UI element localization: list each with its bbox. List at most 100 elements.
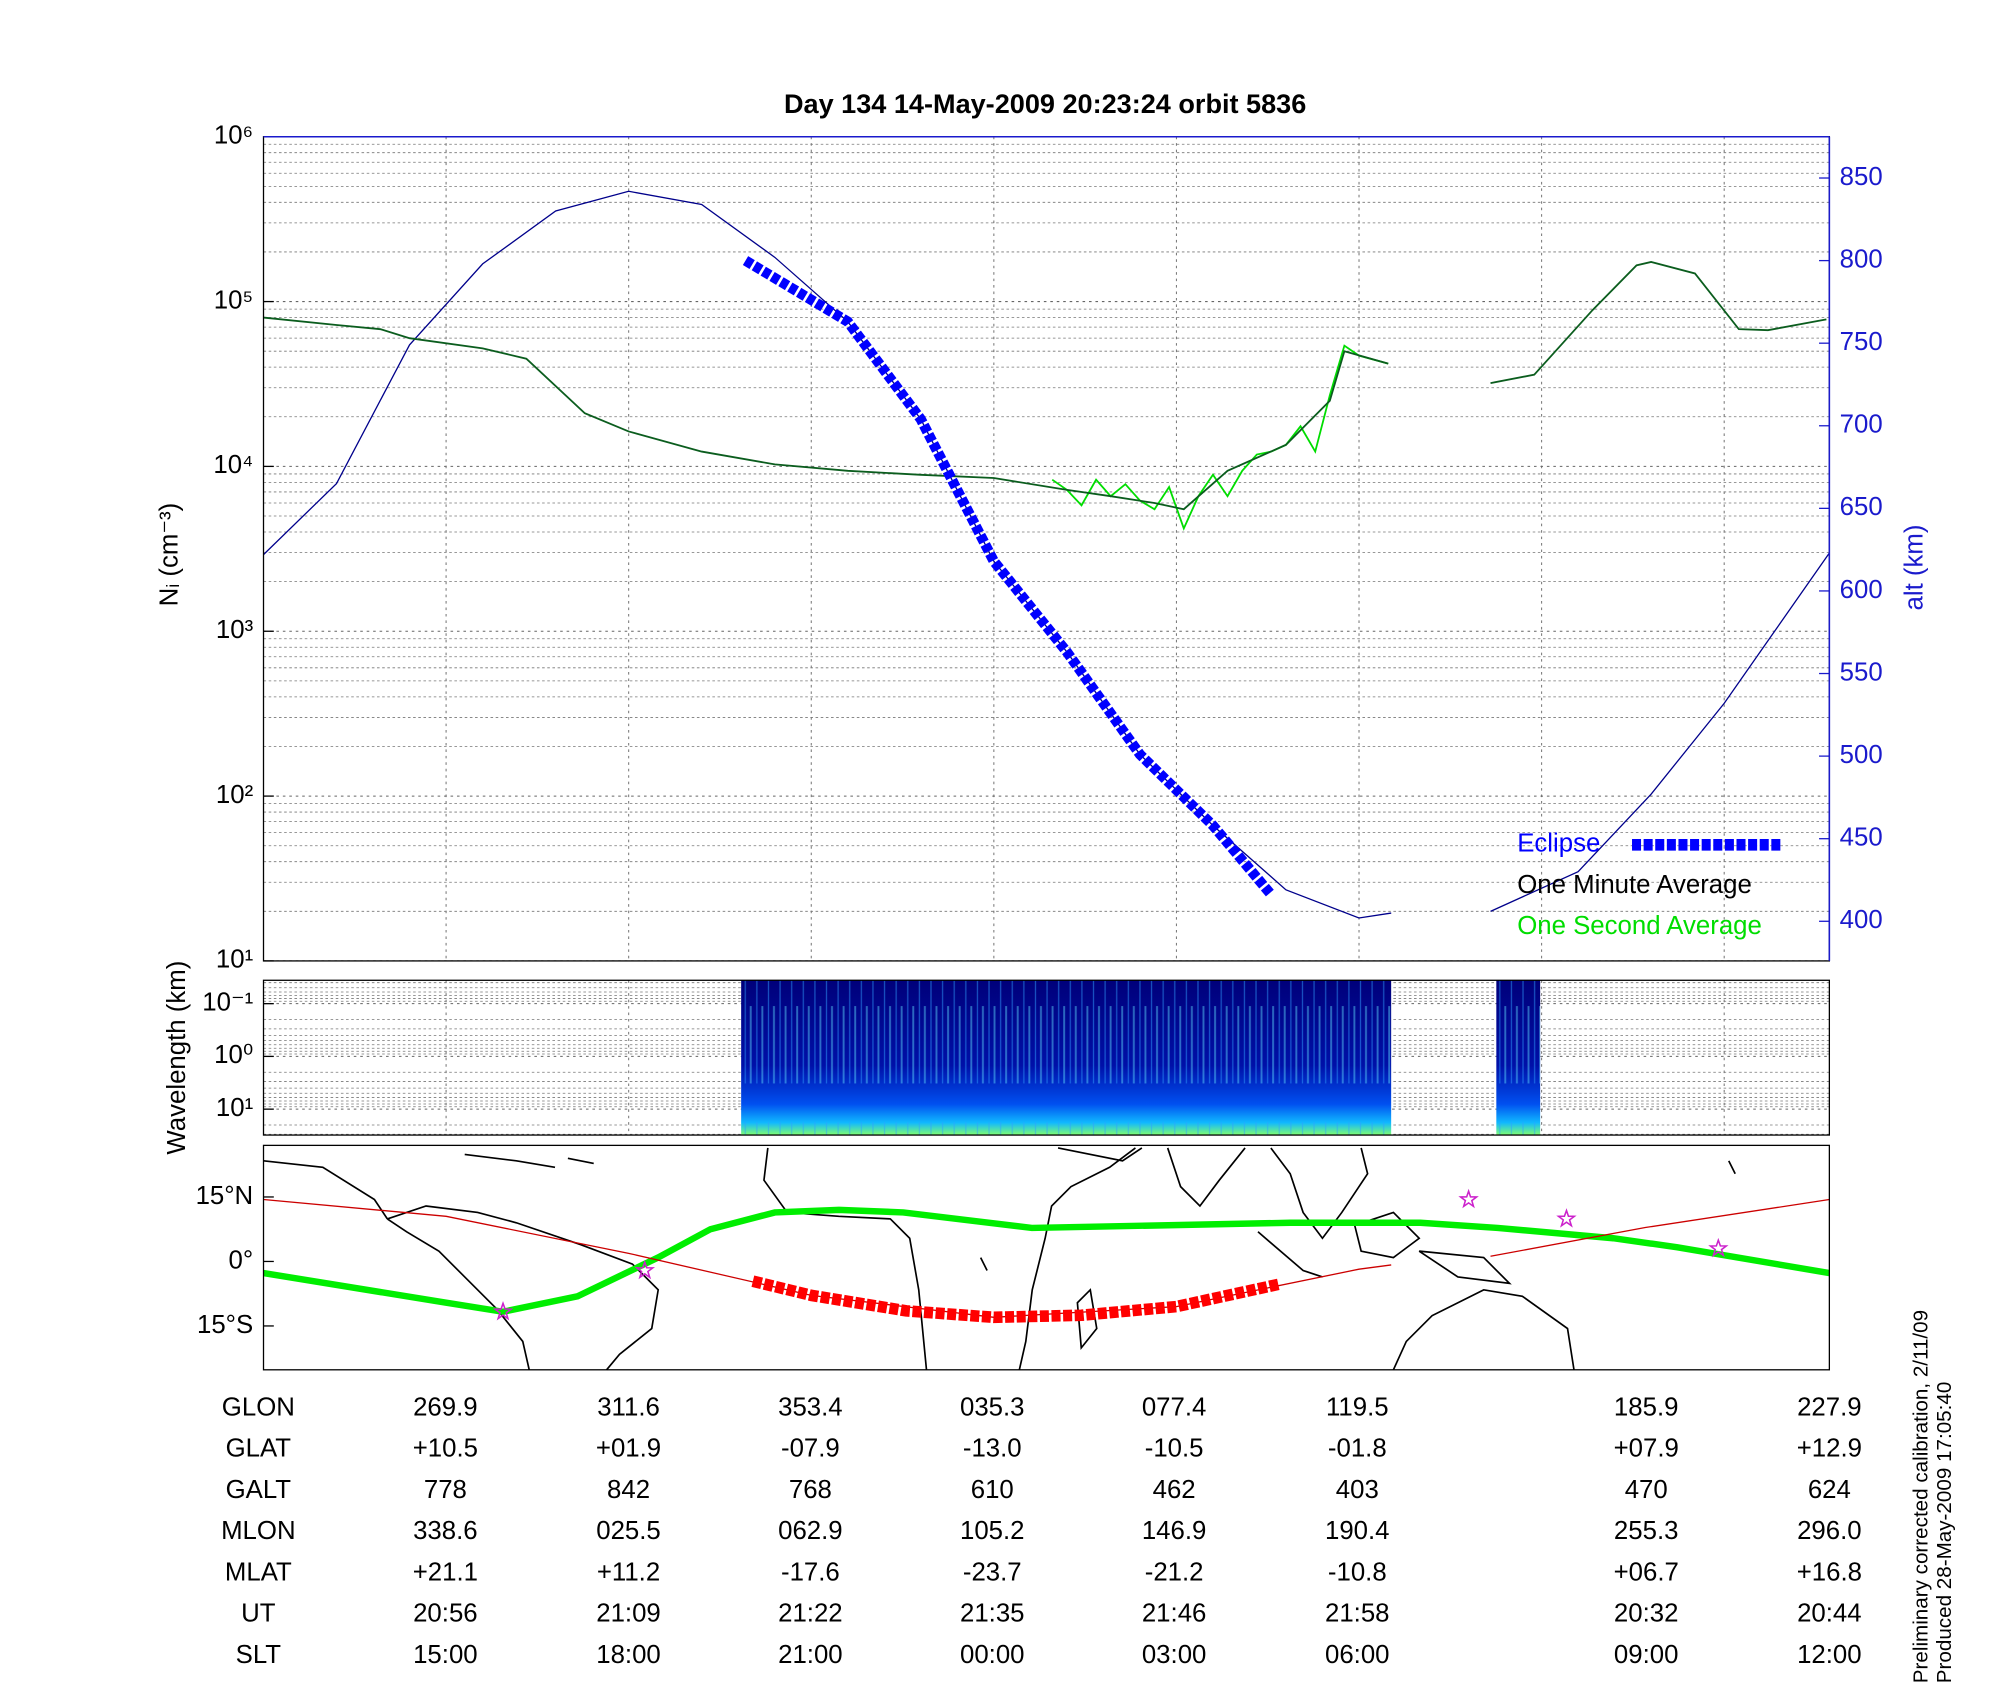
y2-axis-label: alt (km) — [1901, 525, 1929, 611]
table-cell: 403 — [1336, 1476, 1379, 1504]
y-axis-label: Wavelength (km) — [163, 961, 191, 1155]
y-tick-label: 10⁵ — [214, 286, 253, 314]
table-cell: -21.2 — [1145, 1558, 1204, 1586]
data-line — [263, 261, 1827, 511]
table-cell: -10.5 — [1145, 1435, 1204, 1463]
table-cell: +16.8 — [1797, 1558, 1862, 1586]
y2-tick-label: 550 — [1840, 658, 1883, 686]
y-tick-label: 10³ — [216, 616, 254, 644]
table-cell: 21:09 — [596, 1600, 661, 1628]
data-line — [1051, 344, 1389, 531]
table-cell: 190.4 — [1325, 1517, 1390, 1545]
y2-tick-label: 800 — [1840, 245, 1883, 273]
table-cell: +12.9 — [1797, 1435, 1862, 1463]
table-cell: 12:00 — [1797, 1641, 1862, 1669]
note: Produced 28-May-2009 17:05:40 — [1933, 1382, 1956, 1684]
table-cell: 21:22 — [778, 1600, 843, 1628]
table-cell: 269.9 — [413, 1393, 478, 1421]
table-cell: 025.5 — [596, 1517, 661, 1545]
legend-label: One Minute Average — [1517, 871, 1752, 899]
table-cell: 778 — [424, 1476, 467, 1504]
table-cell: 185.9 — [1614, 1393, 1679, 1421]
marker-star — [634, 1259, 656, 1280]
y-tick-label: 10⁴ — [213, 451, 253, 479]
y-tick-label: 15°N — [196, 1182, 254, 1210]
eclipse-line — [742, 256, 1276, 899]
table-cell: 21:46 — [1142, 1600, 1207, 1628]
table-cell: 105.2 — [960, 1517, 1025, 1545]
chart-title: Day 134 14-May-2009 20:23:24 orbit 5836 — [784, 88, 1306, 119]
table-cell: -07.9 — [781, 1435, 840, 1463]
table-cell: 227.9 — [1797, 1393, 1862, 1421]
y2-tick-label: 600 — [1840, 576, 1883, 604]
table-cell: -17.6 — [781, 1558, 840, 1586]
y2-tick-label: 500 — [1840, 741, 1883, 769]
note: Preliminary corrected calibration, 2/11/… — [1910, 1310, 1933, 1683]
table-row-label: SLT — [236, 1641, 282, 1669]
table-cell: +11.2 — [597, 1558, 660, 1586]
table-cell: 20:32 — [1614, 1600, 1679, 1628]
table-cell: 842 — [607, 1476, 650, 1504]
coastlines — [263, 1147, 1736, 1371]
y2-tick-label: 750 — [1840, 328, 1883, 356]
table-row-label: UT — [241, 1600, 276, 1628]
table-cell: 06:00 — [1325, 1641, 1390, 1669]
plot-frame — [262, 979, 1831, 1136]
y-tick-label: 10¹ — [216, 1094, 254, 1122]
table-cell: -23.7 — [963, 1558, 1022, 1586]
table-cell: 21:35 — [960, 1600, 1025, 1628]
spectrogram-texture — [1496, 980, 1541, 1136]
plot-area — [263, 1145, 1830, 1370]
marker-star — [1708, 1237, 1729, 1258]
table-cell: +06.7 — [1614, 1558, 1679, 1586]
table-cell: 119.5 — [1326, 1393, 1389, 1421]
y-tick-label: 10⁰ — [214, 1041, 253, 1069]
y-axis-label: Nᵢ (cm⁻³) — [155, 503, 183, 607]
table-cell: 610 — [971, 1476, 1014, 1504]
table-cell: 062.9 — [778, 1517, 843, 1545]
table-cell: 255.3 — [1614, 1517, 1679, 1545]
table-cell: 00:00 — [960, 1641, 1025, 1669]
y-tick-label: 0° — [229, 1246, 254, 1274]
plot-area — [263, 136, 1830, 961]
table-cell: 338.6 — [413, 1517, 478, 1545]
y2-tick-label: 400 — [1840, 906, 1883, 934]
table-cell: 768 — [789, 1476, 832, 1504]
table-cell: 462 — [1153, 1476, 1196, 1504]
table-cell: +01.9 — [596, 1435, 661, 1463]
y2-tick-label: 700 — [1840, 411, 1883, 439]
spectrogram-texture — [741, 980, 1392, 1136]
table-cell: 311.6 — [597, 1393, 660, 1421]
table-row-label: GLON — [222, 1393, 295, 1421]
legend-label: Eclipse — [1517, 830, 1600, 858]
table-cell: 20:56 — [413, 1600, 478, 1628]
table-cell: +10.5 — [413, 1435, 478, 1463]
y-tick-label: 10⁻¹ — [202, 988, 253, 1016]
y-tick-label: 10² — [216, 781, 254, 809]
table-row-label: MLAT — [225, 1558, 292, 1586]
table-cell: 146.9 — [1142, 1517, 1207, 1545]
marker-star — [1556, 1208, 1577, 1228]
y2-tick-label: 450 — [1840, 824, 1883, 852]
marker-star — [1458, 1188, 1479, 1209]
table-cell: 03:00 — [1142, 1641, 1207, 1669]
table-cell: 353.4 — [778, 1393, 843, 1421]
table-row-label: GALT — [226, 1476, 292, 1504]
table-cell: -10.8 — [1328, 1558, 1387, 1586]
table-cell: 20:44 — [1797, 1600, 1862, 1628]
table-cell: 077.4 — [1142, 1393, 1207, 1421]
table-cell: 09:00 — [1614, 1641, 1679, 1669]
track-line — [751, 1275, 1280, 1324]
table-cell: 21:58 — [1325, 1600, 1390, 1628]
table-cell: 296.0 — [1797, 1517, 1862, 1545]
track-line — [262, 1206, 1830, 1316]
y-tick-label: 15°S — [197, 1311, 253, 1339]
table-cell: 15:00 — [413, 1641, 478, 1669]
table-cell: 470 — [1625, 1476, 1668, 1504]
table-cell: +21.1 — [413, 1558, 478, 1586]
table-row-label: GLAT — [226, 1435, 292, 1463]
y2-tick-label: 850 — [1840, 163, 1883, 191]
y2-tick-label: 650 — [1840, 493, 1883, 521]
